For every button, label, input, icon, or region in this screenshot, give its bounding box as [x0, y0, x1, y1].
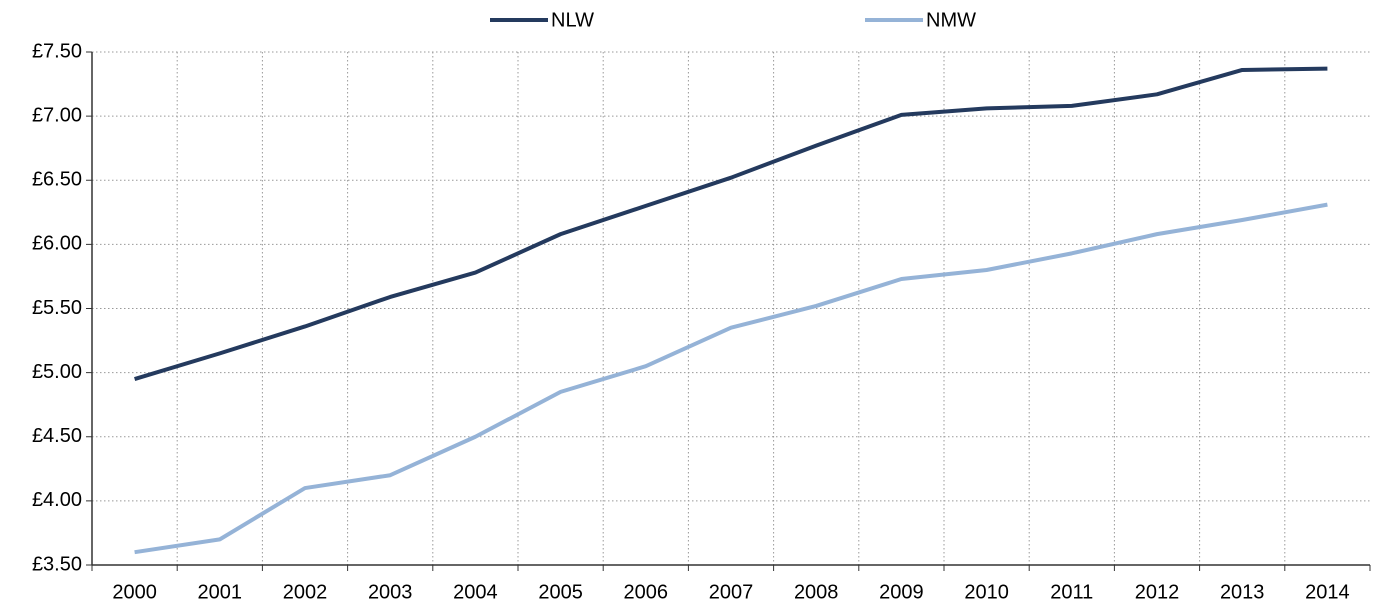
legend-label: NLW: [551, 9, 594, 31]
x-tick-label: 2014: [1305, 581, 1350, 603]
x-tick-label: 2006: [624, 581, 669, 603]
y-tick-label: £7.00: [32, 104, 82, 126]
x-tick-label: 2005: [538, 581, 583, 603]
y-tick-label: £6.00: [32, 233, 82, 255]
x-tick-label: 2009: [879, 581, 924, 603]
x-tick-label: 2012: [1135, 581, 1180, 603]
x-tick-label: 2003: [368, 581, 413, 603]
x-tick-label: 2002: [283, 581, 328, 603]
x-tick-label: 2008: [794, 581, 839, 603]
x-tick-label: 2000: [112, 581, 157, 603]
y-tick-label: £4.50: [32, 425, 82, 447]
x-tick-label: 2010: [964, 581, 1009, 603]
series-line: [134, 202, 1328, 555]
legend-label: NMW: [926, 9, 976, 31]
y-tick-label: £4.00: [32, 489, 82, 511]
x-tick-label: 2013: [1220, 581, 1265, 603]
x-tick-label: 2004: [453, 581, 498, 603]
y-tick-label: £6.50: [32, 169, 82, 191]
y-tick-label: £7.50: [32, 40, 82, 62]
y-tick-label: £3.50: [32, 553, 82, 575]
y-tick-label: £5.00: [32, 361, 82, 383]
x-tick-label: 2011: [1050, 581, 1093, 603]
x-tick-label: 2007: [709, 581, 754, 603]
x-tick-label: 2001: [198, 581, 243, 603]
series-line: [134, 66, 1328, 381]
y-tick-label: £5.50: [32, 297, 82, 319]
